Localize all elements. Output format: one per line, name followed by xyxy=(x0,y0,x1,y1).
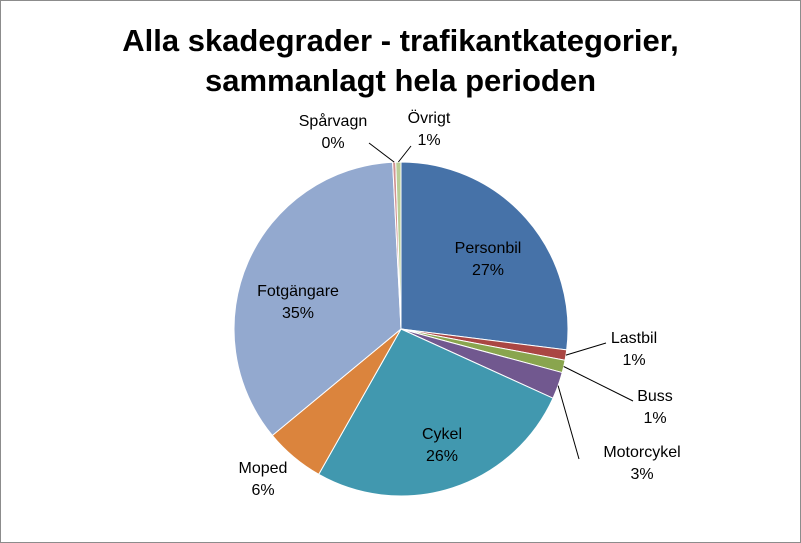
slice-percent-personbil: 27% xyxy=(472,262,504,279)
slice-percent-cykel: 26% xyxy=(426,448,458,465)
slice-label-ovrigt: Övrigt xyxy=(408,109,451,127)
pie-slice-cykel xyxy=(318,328,554,497)
slice-percent-ovrigt: 1% xyxy=(417,132,440,149)
slice-label-personbil: Personbil xyxy=(455,240,522,257)
slice-label-sparvagn: Spårvagn xyxy=(299,112,368,130)
leader-line-motorcykel xyxy=(557,385,580,460)
slice-label-fotgangare: Fotgängare xyxy=(257,283,339,300)
slice-label-cykel: Cykel xyxy=(422,426,462,443)
pie-slices xyxy=(233,161,569,497)
slice-percent-buss: 1% xyxy=(643,410,666,427)
chart-title: Alla skadegrader - trafikantkategorier, … xyxy=(1,21,800,101)
slice-label-moped: Moped xyxy=(239,460,288,477)
slice-percent-fotgangare: 35% xyxy=(282,305,314,322)
slice-percent-moped: 6% xyxy=(251,482,274,499)
slice-percent-lastbil: 1% xyxy=(622,352,645,369)
slice-label-lastbil: Lastbil xyxy=(611,330,657,347)
leader-line-buss xyxy=(563,366,634,402)
leader-lines xyxy=(368,142,634,460)
pie-slice-ovrigt xyxy=(395,161,402,330)
slice-percent-motorcykel: 3% xyxy=(630,466,653,483)
pie-slice-personbil xyxy=(400,161,569,351)
slice-label-buss: Buss xyxy=(637,388,673,405)
leader-line-sparvagn xyxy=(368,142,395,163)
leader-line-ovrigt xyxy=(398,145,412,163)
slice-percent-sparvagn: 0% xyxy=(321,135,344,152)
data-labels: Personbil 27% Lastbil 1% Buss 1% Motorcykel 3% C… xyxy=(239,109,681,499)
leader-line-lastbil xyxy=(565,342,607,356)
chart-title-line-1: Alla skadegrader - trafikantkategorier, xyxy=(122,23,679,58)
slice-label-motorcykel: Motorcykel xyxy=(603,444,680,461)
chart-title-line-2: sammanlagt hela perioden xyxy=(204,63,597,98)
pie-slice-fotgangare xyxy=(233,161,402,437)
